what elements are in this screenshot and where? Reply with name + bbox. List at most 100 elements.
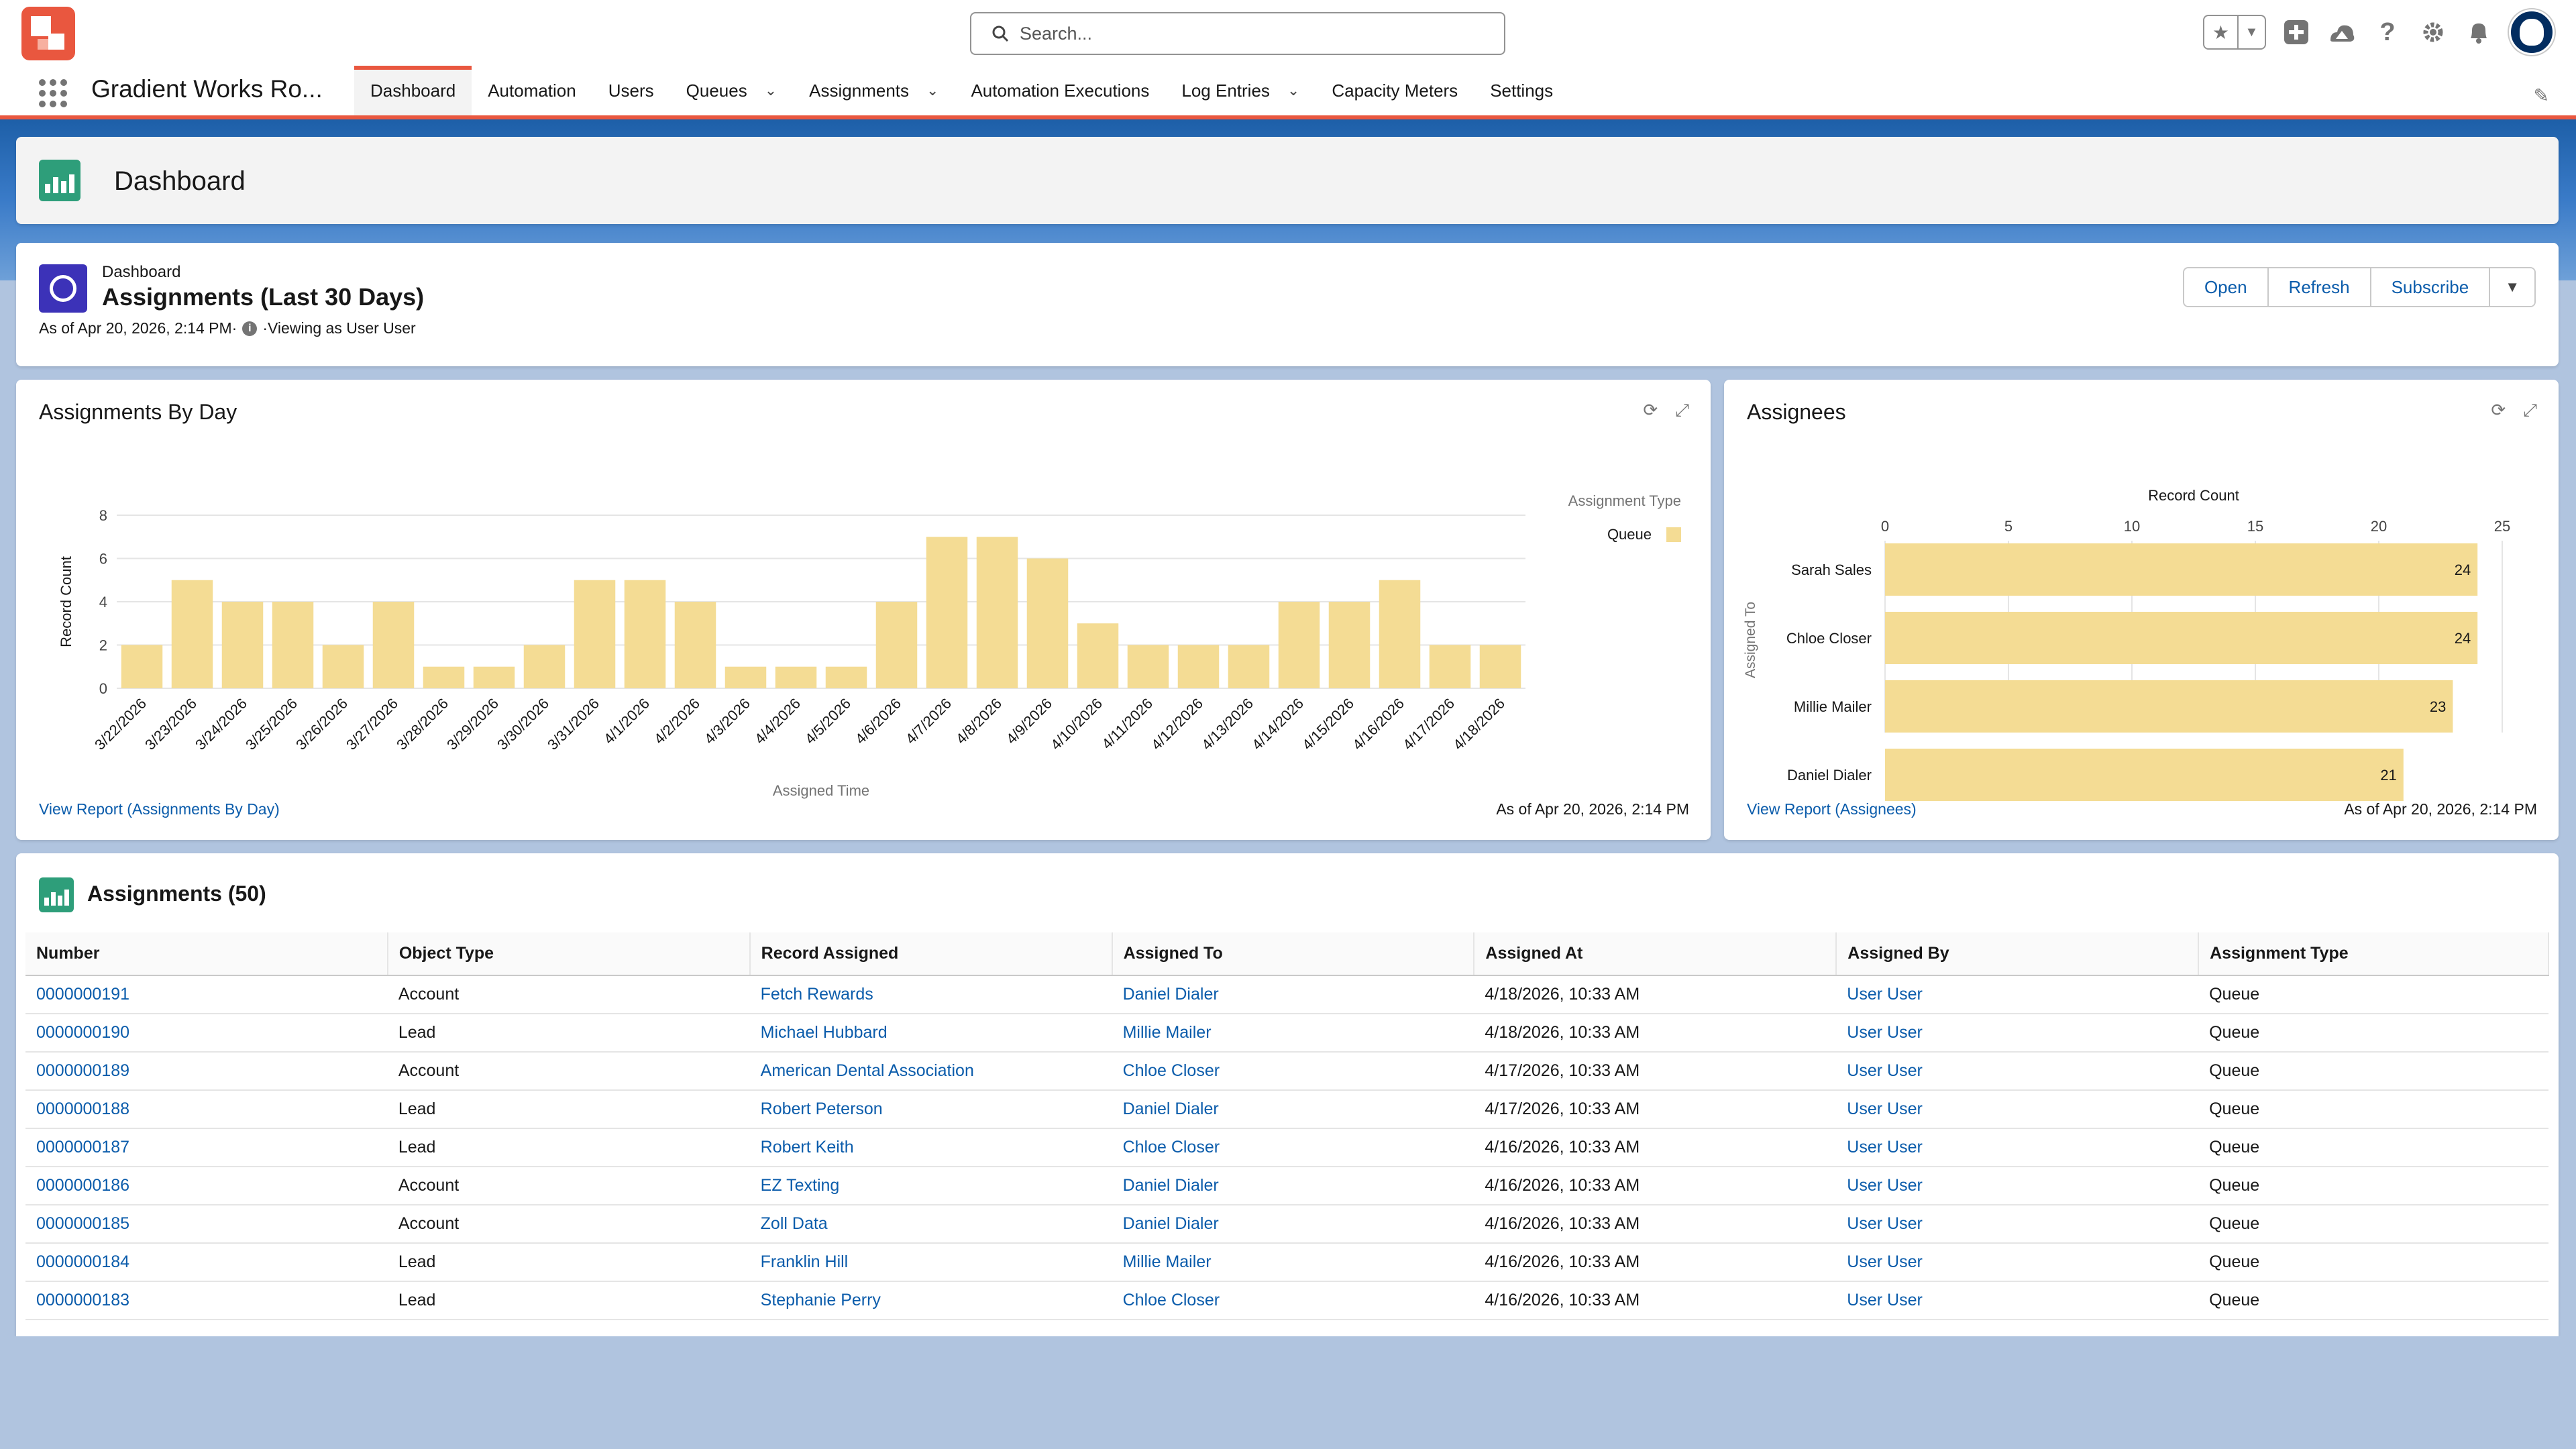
table-cell-link[interactable]: Chloe Closer bbox=[1112, 1281, 1474, 1320]
bar[interactable] bbox=[322, 645, 364, 689]
edit-nav-pencil-icon[interactable]: ✎ bbox=[2533, 85, 2549, 106]
table-cell-link[interactable]: Daniel Dialer bbox=[1112, 1090, 1474, 1129]
nav-tab-dashboard[interactable]: Dashboard bbox=[354, 66, 472, 115]
column-header[interactable]: Assigned At bbox=[1474, 932, 1837, 976]
bar[interactable] bbox=[724, 666, 767, 688]
bar[interactable] bbox=[1479, 645, 1521, 689]
bar[interactable] bbox=[171, 580, 213, 688]
column-header[interactable]: Number bbox=[25, 932, 388, 976]
table-cell-link[interactable]: Robert Peterson bbox=[749, 1090, 1112, 1129]
table-cell-link[interactable]: 0000000188 bbox=[25, 1090, 388, 1129]
table-cell-link[interactable]: User User bbox=[1836, 1052, 2199, 1091]
refresh-button[interactable]: Refresh bbox=[2268, 268, 2371, 306]
bar[interactable] bbox=[624, 580, 666, 688]
bar[interactable] bbox=[1379, 580, 1421, 688]
table-cell-link[interactable]: Daniel Dialer bbox=[1112, 1205, 1474, 1244]
table-cell-link[interactable]: Franklin Hill bbox=[749, 1243, 1112, 1282]
table-cell-link[interactable]: Millie Mailer bbox=[1112, 1014, 1474, 1053]
column-header[interactable]: Assigned To bbox=[1112, 932, 1475, 976]
nav-tab-queues[interactable]: Queues ⌄ bbox=[670, 66, 794, 115]
bar[interactable] bbox=[1429, 645, 1471, 689]
bar[interactable] bbox=[523, 645, 566, 689]
bar[interactable] bbox=[473, 666, 515, 688]
nav-tab-assignments[interactable]: Assignments ⌄ bbox=[793, 66, 955, 115]
table-cell-link[interactable]: 0000000183 bbox=[25, 1281, 388, 1320]
table-cell-link[interactable]: User User bbox=[1836, 1205, 2199, 1244]
table-cell-link[interactable]: User User bbox=[1836, 975, 2199, 1014]
table-cell-link[interactable]: American Dental Association bbox=[749, 1052, 1112, 1091]
help-icon[interactable]: ? bbox=[2379, 17, 2396, 46]
expand-chart-icon[interactable]: ⤢ bbox=[1675, 400, 1689, 420]
table-cell-link[interactable]: EZ Texting bbox=[749, 1167, 1112, 1205]
bar[interactable] bbox=[423, 666, 465, 688]
bar[interactable] bbox=[1278, 602, 1320, 688]
table-cell-link[interactable]: 0000000190 bbox=[25, 1014, 388, 1053]
table-cell-link[interactable]: User User bbox=[1836, 1281, 2199, 1320]
nav-tab-capacity-meters[interactable]: Capacity Meters bbox=[1316, 66, 1474, 115]
bar[interactable] bbox=[976, 537, 1018, 688]
bar[interactable] bbox=[1885, 749, 2404, 801]
bar[interactable] bbox=[574, 580, 616, 688]
bar[interactable] bbox=[775, 666, 817, 688]
table-cell-link[interactable]: Daniel Dialer bbox=[1112, 975, 1474, 1014]
chevron-down-icon[interactable]: ⌄ bbox=[926, 82, 939, 99]
bar[interactable] bbox=[121, 645, 163, 689]
table-cell-link[interactable]: User User bbox=[1836, 1167, 2199, 1205]
app-launcher-icon[interactable] bbox=[39, 79, 67, 107]
trailhead-icon[interactable] bbox=[2326, 17, 2357, 48]
table-cell-link[interactable]: User User bbox=[1836, 1128, 2199, 1167]
table-cell-link[interactable]: Stephanie Perry bbox=[749, 1281, 1112, 1320]
nav-tab-automation-executions[interactable]: Automation Executions bbox=[955, 66, 1165, 115]
table-cell-link[interactable]: User User bbox=[1836, 1243, 2199, 1282]
bar[interactable] bbox=[372, 602, 415, 688]
table-cell-link[interactable]: Daniel Dialer bbox=[1112, 1167, 1474, 1205]
bar[interactable] bbox=[926, 537, 968, 688]
table-cell-link[interactable]: 0000000189 bbox=[25, 1052, 388, 1091]
bar[interactable] bbox=[1228, 645, 1270, 689]
table-cell-link[interactable]: Robert Keith bbox=[749, 1128, 1112, 1167]
bar[interactable] bbox=[1885, 680, 2453, 733]
nav-tab-settings[interactable]: Settings bbox=[1474, 66, 1569, 115]
table-cell-link[interactable]: 0000000186 bbox=[25, 1167, 388, 1205]
view-report-link[interactable]: View Report (Assignees) bbox=[1747, 800, 1917, 818]
bar[interactable] bbox=[1077, 623, 1119, 688]
favorite-star-icon[interactable]: ★ bbox=[2204, 16, 2239, 48]
view-report-link[interactable]: View Report (Assignments By Day) bbox=[39, 800, 280, 818]
bar[interactable] bbox=[674, 602, 716, 688]
table-cell-link[interactable]: 0000000185 bbox=[25, 1205, 388, 1244]
app-logo-icon[interactable] bbox=[21, 7, 75, 60]
table-cell-link[interactable]: User User bbox=[1836, 1014, 2199, 1053]
table-cell-link[interactable]: 0000000184 bbox=[25, 1243, 388, 1282]
refresh-chart-icon[interactable]: ⟳ bbox=[1643, 400, 1658, 420]
chevron-down-icon[interactable]: ⌄ bbox=[1287, 82, 1300, 99]
bar[interactable] bbox=[1885, 543, 2478, 596]
more-actions-dropdown-icon[interactable]: ▼ bbox=[2490, 268, 2534, 306]
nav-tab-users[interactable]: Users bbox=[592, 66, 670, 115]
table-cell-link[interactable]: Michael Hubbard bbox=[749, 1014, 1112, 1053]
bar[interactable] bbox=[272, 602, 314, 688]
column-header[interactable]: Assigned By bbox=[1836, 932, 2200, 976]
bar[interactable] bbox=[221, 602, 264, 688]
global-create-icon[interactable] bbox=[2281, 17, 2312, 48]
bar[interactable] bbox=[875, 602, 918, 688]
column-header[interactable]: Object Type bbox=[387, 932, 751, 976]
user-avatar[interactable] bbox=[2509, 9, 2555, 55]
table-cell-link[interactable]: 0000000191 bbox=[25, 975, 388, 1014]
column-header[interactable]: Record Assigned bbox=[749, 932, 1113, 976]
bar[interactable] bbox=[1885, 612, 2478, 664]
bar[interactable] bbox=[1177, 645, 1220, 689]
table-cell-link[interactable]: Chloe Closer bbox=[1112, 1052, 1474, 1091]
nav-tab-automation[interactable]: Automation bbox=[472, 66, 592, 115]
chevron-down-icon[interactable]: ⌄ bbox=[764, 82, 777, 99]
bar[interactable] bbox=[1328, 602, 1371, 688]
info-icon[interactable]: i bbox=[242, 321, 258, 336]
open-button[interactable]: Open bbox=[2184, 268, 2269, 306]
notifications-bell-icon[interactable] bbox=[2463, 17, 2494, 48]
subscribe-button[interactable]: Subscribe bbox=[2371, 268, 2491, 306]
bar[interactable] bbox=[1127, 645, 1169, 689]
bar[interactable] bbox=[825, 666, 867, 688]
global-search-input[interactable]: Search... bbox=[970, 12, 1505, 55]
nav-tab-log-entries[interactable]: Log Entries ⌄ bbox=[1165, 66, 1316, 115]
bar[interactable] bbox=[1026, 558, 1069, 689]
gear-icon[interactable] bbox=[2418, 17, 2449, 48]
